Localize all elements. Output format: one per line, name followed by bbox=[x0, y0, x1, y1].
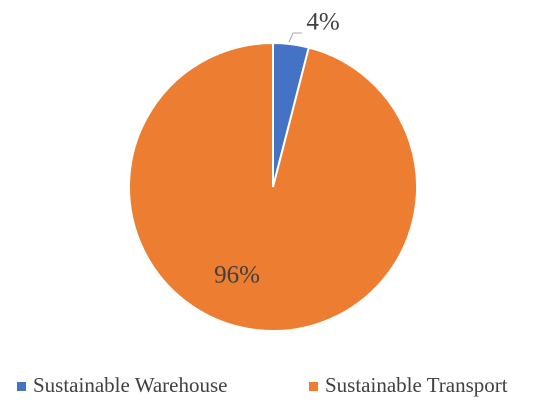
legend-label: Sustainable Warehouse bbox=[33, 373, 227, 397]
data-label: 96% bbox=[214, 262, 260, 289]
pie-slice bbox=[128, 41, 418, 332]
data-label: 4% bbox=[306, 9, 339, 36]
legend-label: Sustainable Transport bbox=[325, 373, 508, 397]
legend-swatch bbox=[309, 382, 318, 391]
pie bbox=[128, 41, 418, 332]
legend-swatch bbox=[17, 382, 26, 391]
leader-line bbox=[288, 32, 302, 43]
